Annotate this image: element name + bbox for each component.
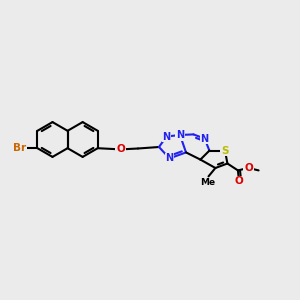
Text: Br: Br [14,143,27,153]
Text: S: S [221,146,229,156]
Text: O: O [244,163,253,173]
Text: N: N [200,134,209,144]
Text: O: O [116,144,125,154]
Text: N: N [162,131,171,142]
Text: N: N [165,153,174,164]
Text: O: O [235,176,244,187]
Text: Me: Me [200,178,215,187]
Text: N: N [176,130,184,140]
